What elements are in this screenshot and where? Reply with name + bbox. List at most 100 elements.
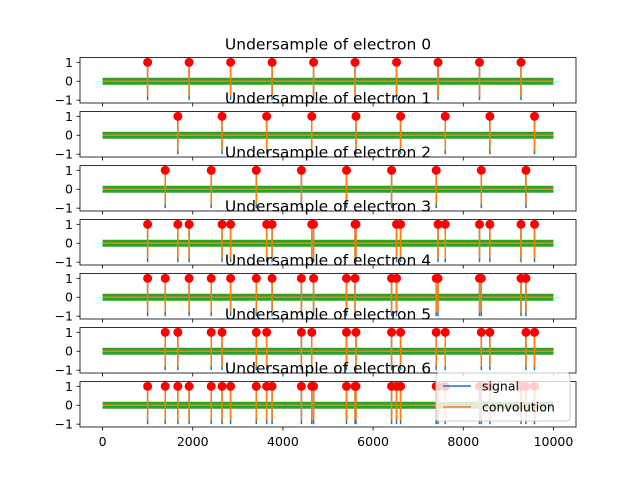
peak-marker (251, 381, 261, 391)
peak-marker (160, 165, 170, 175)
peak-marker (296, 273, 306, 283)
y-tick-label: 1 (65, 379, 73, 394)
peak-marker (217, 111, 227, 121)
y-tick-label: 0 (65, 74, 73, 89)
legend: signal convolution (435, 372, 571, 422)
peak-marker (160, 327, 170, 337)
peak-marker (530, 327, 540, 337)
peak-marker (184, 219, 194, 229)
peak-marker (351, 111, 361, 121)
subplot-title: Undersample of electron 2 (225, 144, 431, 162)
y-tick-label: −1 (55, 309, 73, 324)
peak-marker (267, 219, 277, 229)
peak-marker (160, 381, 170, 391)
subplot-5: Undersample of electron 5 −1 0 1 (55, 306, 577, 378)
x-tick-label: 10000 (534, 434, 574, 449)
peak-marker (387, 327, 397, 337)
peak-marker (440, 327, 450, 337)
peak-marker (433, 273, 443, 283)
peak-marker (440, 111, 450, 121)
peak-marker (485, 111, 495, 121)
x-axis: 0 2000 4000 6000 8000 10000 (99, 434, 574, 449)
y-tick-label: 1 (65, 163, 73, 178)
y-tick-label: 0 (65, 344, 73, 359)
y-tick-label: 0 (65, 182, 73, 197)
legend-box (435, 372, 571, 422)
peak-marker (262, 111, 272, 121)
subplot-title: Undersample of electron 6 (225, 360, 431, 378)
axes-frame (79, 219, 577, 266)
peak-marker (309, 219, 319, 229)
peak-marker (309, 273, 319, 283)
y-tick-label: −1 (55, 93, 73, 108)
peak-marker (521, 273, 531, 283)
peak-marker (396, 327, 406, 337)
y-tick-label: 1 (65, 271, 73, 286)
peak-marker (143, 273, 153, 283)
peak-marker (173, 327, 183, 337)
peak-marker (267, 381, 277, 391)
subplot-1: Undersample of electron 1 −1 0 1 (55, 90, 577, 162)
peak-marker (433, 57, 443, 67)
peak-marker (516, 57, 526, 67)
subplot-title: Undersample of electron 1 (225, 90, 431, 108)
peak-marker (521, 165, 531, 175)
peak-marker (217, 219, 227, 229)
peak-marker (530, 111, 540, 121)
y-tick-label: −1 (55, 417, 73, 432)
peak-marker (351, 219, 361, 229)
x-tick-label: 2000 (177, 434, 209, 449)
peak-marker (392, 273, 402, 283)
subplot-4: Undersample of electron 4 −1 0 1 (55, 252, 577, 324)
peak-marker (516, 219, 526, 229)
peak-marker (184, 381, 194, 391)
peak-marker (296, 165, 306, 175)
y-tick-label: 1 (65, 217, 73, 232)
peak-marker (226, 57, 236, 67)
peak-marker (226, 273, 236, 283)
peak-marker (341, 273, 351, 283)
subplot-title: Undersample of electron 5 (225, 306, 431, 324)
subplot-title: Undersample of electron 4 (225, 252, 431, 270)
peak-marker (262, 327, 272, 337)
peak-marker (267, 273, 277, 283)
peak-marker (206, 381, 216, 391)
peak-marker (475, 219, 485, 229)
y-tick-label: 0 (65, 128, 73, 143)
peak-marker (387, 165, 397, 175)
peak-marker (251, 165, 261, 175)
peak-marker (143, 57, 153, 67)
peak-marker (475, 57, 485, 67)
peak-marker (396, 381, 406, 391)
peak-marker (476, 273, 486, 283)
y-tick-label: −1 (55, 201, 73, 216)
subplot-title: Undersample of electron 0 (225, 36, 431, 54)
peak-marker (296, 381, 306, 391)
peak-marker (173, 381, 183, 391)
axes-frame (79, 273, 577, 320)
peak-marker (309, 381, 319, 391)
y-tick-label: 1 (65, 325, 73, 340)
y-tick-label: 1 (65, 109, 73, 124)
axes-frame (79, 57, 577, 104)
peak-marker (396, 219, 406, 229)
peak-marker (160, 273, 170, 283)
y-tick-label: −1 (55, 255, 73, 270)
peak-marker (184, 57, 194, 67)
peak-marker (351, 381, 361, 391)
peak-marker (351, 327, 361, 337)
y-tick-label: 1 (65, 55, 73, 70)
peak-marker (217, 327, 227, 337)
subplot-0: Undersample of electron 0 −1 0 1 (55, 36, 577, 108)
peak-marker (226, 381, 236, 391)
peak-marker (431, 327, 441, 337)
x-tick-label: 8000 (447, 434, 479, 449)
peak-marker (341, 165, 351, 175)
peak-marker (143, 219, 153, 229)
x-tick-label: 6000 (357, 434, 389, 449)
axes-frame (79, 111, 577, 158)
y-tick-label: 0 (65, 398, 73, 413)
peak-marker (296, 327, 306, 337)
peak-marker (433, 219, 443, 229)
